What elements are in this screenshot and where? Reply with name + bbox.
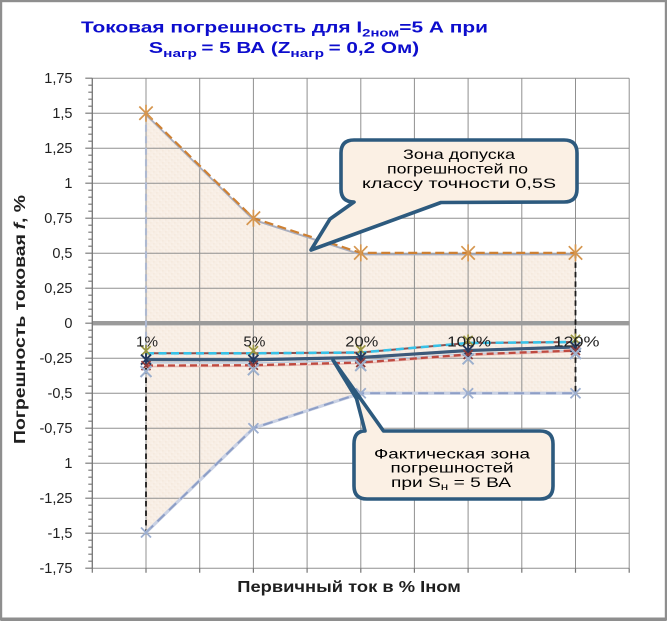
svg-text:= 5 ВА: = 5 ВА [454, 474, 512, 490]
svg-text:1: 1 [64, 176, 72, 192]
svg-text:0,75: 0,75 [44, 211, 72, 227]
svg-text:100%: 100% [447, 335, 491, 351]
svg-text:0,25: 0,25 [44, 281, 72, 297]
svg-text:-1,75: -1,75 [39, 561, 72, 577]
svg-text:S: S [149, 40, 163, 57]
svg-text:120%: 120% [554, 335, 600, 351]
svg-text:Фактическая зона: Фактическая зона [374, 445, 530, 461]
svg-text:0: 0 [64, 316, 72, 332]
svg-text:-0,75: -0,75 [39, 421, 72, 437]
svg-text:при S: при S [391, 474, 441, 490]
svg-text:н: н [441, 482, 449, 493]
svg-text:= 5 ВА (Z: = 5 ВА (Z [201, 40, 291, 57]
svg-text:погрешностей по: погрешностей по [387, 160, 528, 176]
svg-text:, %: , % [12, 195, 29, 223]
svg-text:1,5: 1,5 [52, 106, 72, 122]
svg-text:Погрешность токовая: Погрешность токовая [12, 234, 29, 444]
svg-text:= 0,2 Ом): = 0,2 Ом) [329, 40, 420, 57]
svg-text:5%: 5% [243, 335, 265, 351]
svg-text:-0,5: -0,5 [48, 386, 73, 402]
svg-text:20%: 20% [345, 335, 378, 351]
svg-text:нагр: нагр [290, 48, 324, 60]
svg-text:1: 1 [64, 456, 72, 472]
svg-text:1,75: 1,75 [44, 71, 72, 87]
svg-text:погрешностей: погрешностей [391, 460, 514, 476]
svg-text:Зона допуска: Зона допуска [403, 146, 515, 162]
svg-text:нагр: нагр [163, 48, 197, 60]
svg-text:2ном: 2ном [362, 27, 399, 39]
svg-text:-1,5: -1,5 [48, 526, 73, 542]
svg-text:=5 А при: =5 А при [399, 19, 488, 36]
svg-text:-0,25: -0,25 [39, 351, 72, 367]
svg-text:-1,25: -1,25 [39, 491, 72, 507]
svg-text:1,25: 1,25 [44, 141, 72, 157]
svg-text:1%: 1% [136, 335, 158, 351]
svg-text:0,5: 0,5 [52, 246, 72, 262]
svg-text:классу точности 0,5S: классу точности 0,5S [362, 175, 556, 191]
svg-text:Токовая погрешность для I: Токовая погрешность для I [81, 19, 362, 36]
svg-text:f: f [12, 221, 29, 229]
svg-text:Первичный ток в % Iном: Первичный ток в % Iном [237, 579, 460, 596]
